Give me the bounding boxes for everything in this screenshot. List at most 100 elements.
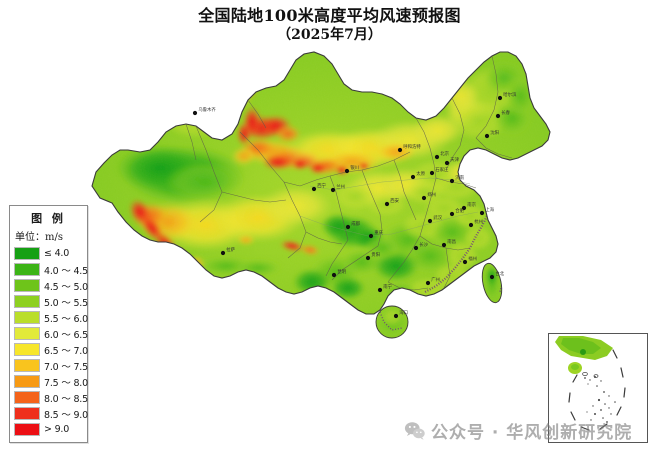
city-label: 长沙 [419,241,428,248]
city-dot [429,170,435,176]
city-label: 台北 [495,270,504,277]
city-label: 合肥 [455,207,464,214]
legend-entry: 4.0 ～ 4.5 [14,262,88,277]
city-marker: 哈尔滨 [497,91,517,101]
city-marker: 西安 [384,197,400,207]
city-marker: 沈阳 [484,129,499,139]
city-dot [330,187,336,193]
city-marker: 兰州 [330,183,345,193]
city-label: 兰州 [336,183,345,190]
city-label: 济南 [455,174,464,181]
city-dot [468,222,474,228]
city-dot [421,195,427,201]
city-dot [365,255,371,261]
city-dot [479,210,485,216]
city-marker: 郑州 [421,191,436,201]
city-label: 太原 [416,170,425,177]
city-marker: 广州 [425,276,440,286]
legend-entry-list: ≤ 4.0 4.0 ～ 4.5 4.5 ～ 5.0 5.0 ～ 5.5 5.5 ～ 6.… [14,246,88,437]
legend-color-swatch [14,311,40,324]
city-label: 南宁 [383,283,392,290]
city-label: 福州 [468,255,477,262]
legend-color-swatch [14,391,40,404]
city-label: 郑州 [427,191,436,198]
city-dot [462,259,468,265]
legend-range-label: 6.5 ～ 7.0 [44,345,88,357]
legend-color-swatch [14,247,40,260]
city-marker: 武汉 [427,214,443,224]
city-dot [461,205,467,211]
city-marker: 呼和浩特 [397,143,421,153]
city-dot [444,160,450,166]
city-dot [344,168,350,174]
legend-range-label: 7.5 ～ 8.0 [44,377,88,389]
city-label: 北京 [440,150,449,157]
city-dot [449,211,455,217]
city-marker: 银川 [344,164,359,174]
legend-entry: 7.0 ～ 7.5 [14,358,88,373]
city-dot [484,133,490,139]
legend-unit-label: 单位：m/s [15,232,63,243]
city-label: 西安 [390,197,399,204]
legend-range-label: 4.5 ～ 5.0 [44,281,88,293]
city-marker: 长沙 [413,241,429,251]
city-marker: 贵阳 [365,251,380,261]
city-marker: 拉萨 [220,246,236,256]
city-marker: 天津 [444,156,460,166]
city-label: 呼和浩特 [403,143,421,150]
city-dot [397,147,403,153]
legend-range-label: ≤ 4.0 [44,248,70,259]
city-label: 南昌 [447,238,456,245]
city-label: 乌鲁木齐 [198,106,216,113]
legend-range-label: 8.5 ～ 9.0 [44,409,88,421]
city-marker: 海口 [393,309,408,319]
legend-entry: 7.5 ～ 8.0 [14,374,88,389]
city-dot [331,272,337,278]
legend-entry: > 9.0 [14,422,83,437]
legend-entry: 6.0 ～ 6.5 [14,326,88,341]
city-label: 成都 [351,220,360,227]
city-dot [345,224,351,230]
south-china-sea-inset [548,333,648,443]
legend-range-label: 4.0 ～ 4.5 [44,265,88,277]
city-label: 南京 [467,201,476,208]
city-label: 杭州 [474,218,483,225]
city-marker: 福州 [462,255,477,265]
city-label: 昆明 [337,269,346,275]
city-dot [393,313,399,319]
legend-color-swatch [14,295,40,308]
city-dot [497,95,503,101]
city-dot [441,242,447,248]
city-marker: 西宁 [311,182,327,192]
legend-entry: 5.0 ～ 5.5 [14,294,88,309]
city-dot [427,218,433,224]
city-label: 长春 [501,109,510,116]
city-marker: 济南 [449,174,465,184]
city-label: 西宁 [317,182,326,189]
city-dot [413,245,419,251]
legend-range-label: 5.5 ～ 6.0 [44,313,88,325]
legend-range-label: 7.0 ～ 7.5 [44,361,88,373]
city-dot [311,186,317,192]
city-marker: 南昌 [441,238,456,248]
legend-entry: 8.5 ～ 9.0 [14,406,88,421]
city-dot [449,178,455,184]
legend-panel: 图 例 单位：m/s ≤ 4.0 4.0 ～ 4.5 4.5 ～ 5.0 5.0 ～ … [9,205,88,443]
city-label: 武汉 [433,214,442,221]
legend-color-swatch [14,359,40,372]
city-label: 贵阳 [371,251,380,258]
city-marker: 石家庄 [429,166,449,176]
legend-entry: 4.5 ～ 5.0 [14,278,88,293]
city-dot [489,274,495,280]
legend-entry: 6.5 ～ 7.0 [14,342,88,357]
city-dot [434,154,440,160]
legend-color-swatch [14,343,40,356]
city-label: 上海 [485,206,494,213]
boundary-lines [91,51,551,339]
legend-range-label: 5.0 ～ 5.5 [44,297,88,309]
city-marker: 杭州 [468,218,483,228]
city-marker: 长春 [495,109,511,119]
city-marker: 南京 [461,201,477,211]
